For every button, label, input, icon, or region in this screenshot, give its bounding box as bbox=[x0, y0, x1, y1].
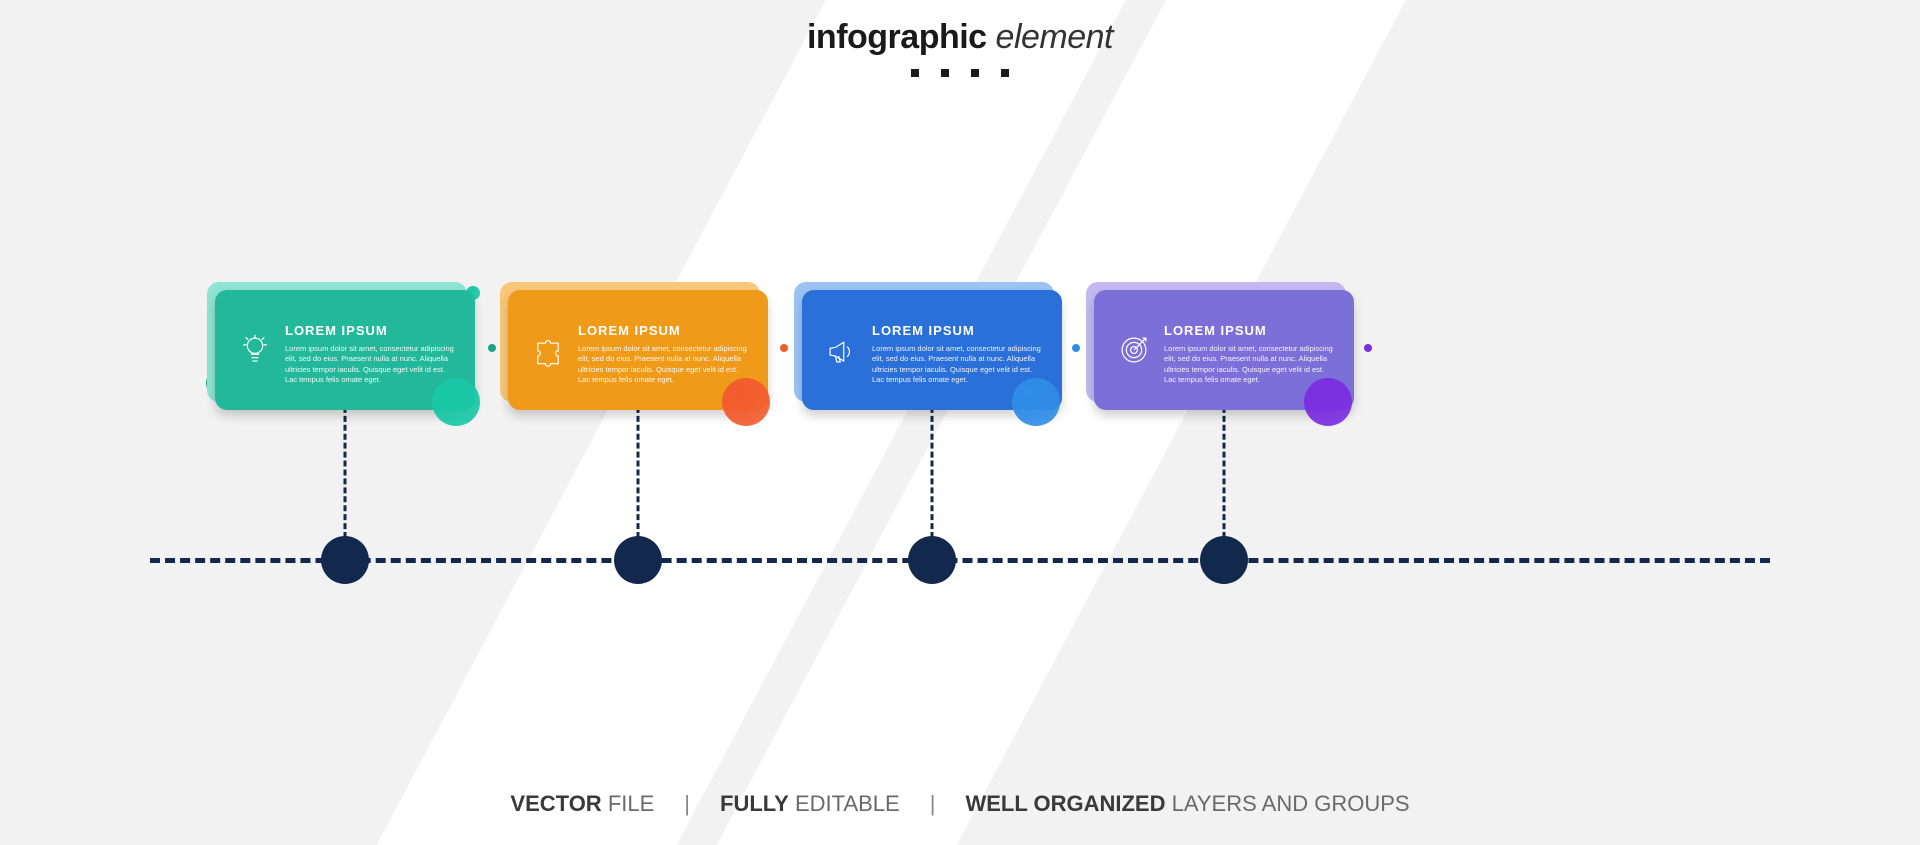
info-card: LOREM IPSUM Lorem ipsum dolor sit amet, c… bbox=[1094, 290, 1354, 410]
decor-dot bbox=[1364, 344, 1372, 352]
decor-bubble bbox=[432, 378, 480, 426]
footer: VECTOR FILE | FULLY EDITABLE | WELL ORGANIZE… bbox=[0, 791, 1920, 817]
title-italic: element bbox=[987, 18, 1113, 56]
card-body: Lorem ipsum dolor sit amet, consectetur … bbox=[578, 344, 750, 385]
timeline-node bbox=[614, 536, 662, 584]
timeline-connector bbox=[1223, 398, 1226, 538]
timeline-connector bbox=[344, 398, 347, 538]
timeline-connector bbox=[637, 398, 640, 538]
info-card: LOREM IPSUM Lorem ipsum dolor sit amet, c… bbox=[508, 290, 768, 410]
timeline-node bbox=[1200, 536, 1248, 584]
footer-item: VECTOR FILE bbox=[510, 791, 654, 817]
card-body: Lorem ipsum dolor sit amet, consectetur … bbox=[285, 344, 457, 385]
card-title: LOREM IPSUM bbox=[578, 323, 750, 338]
info-card: LOREM IPSUM Lorem ipsum dolor sit amet, c… bbox=[802, 290, 1062, 410]
timeline-connector bbox=[931, 398, 934, 538]
card-title: LOREM IPSUM bbox=[872, 323, 1044, 338]
card-title: LOREM IPSUM bbox=[1164, 323, 1336, 338]
target-icon bbox=[1114, 330, 1154, 370]
decor-dot bbox=[780, 344, 788, 352]
info-card: LOREM IPSUM Lorem ipsum dolor sit amet, c… bbox=[215, 290, 475, 410]
footer-separator: | bbox=[684, 791, 690, 817]
card-body: Lorem ipsum dolor sit amet, consectetur … bbox=[1164, 344, 1336, 385]
megaphone-icon bbox=[822, 330, 862, 370]
stage: infographic element LOREM IPSUM Lorem ips… bbox=[0, 0, 1920, 845]
card-title: LOREM IPSUM bbox=[285, 323, 457, 338]
decor-bubble bbox=[1304, 378, 1352, 426]
page-title: infographic element bbox=[0, 18, 1920, 77]
lightbulb-icon bbox=[235, 330, 275, 370]
timeline-node bbox=[908, 536, 956, 584]
decor-bubble bbox=[1012, 378, 1060, 426]
decor-bubble bbox=[722, 378, 770, 426]
card-body: Lorem ipsum dolor sit amet, consectetur … bbox=[872, 344, 1044, 385]
title-decor-squares bbox=[0, 69, 1920, 77]
decor-dot bbox=[488, 344, 496, 352]
title-bold: infographic bbox=[807, 18, 987, 56]
puzzle-icon bbox=[528, 330, 568, 370]
footer-separator: | bbox=[930, 791, 936, 817]
timeline-axis bbox=[150, 558, 1770, 563]
decor-dot bbox=[1072, 344, 1080, 352]
footer-item: FULLY EDITABLE bbox=[720, 791, 900, 817]
timeline-node bbox=[321, 536, 369, 584]
footer-item: WELL ORGANIZED LAYERS AND GROUPS bbox=[965, 791, 1409, 817]
